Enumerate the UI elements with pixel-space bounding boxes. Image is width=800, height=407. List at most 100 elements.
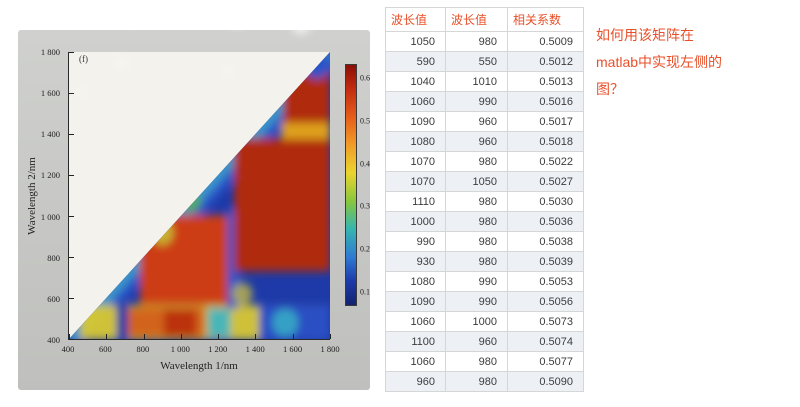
- y-tick-label: 600: [47, 293, 60, 304]
- y-tick-mark: [69, 52, 74, 53]
- coefficient-cell: 0.5016: [507, 91, 584, 112]
- y-tick-label: 1 600: [40, 88, 60, 99]
- wavelength-1-cell: 1070: [385, 171, 446, 192]
- wavelength-2-cell: 990: [445, 291, 508, 312]
- coefficient-cell: 0.5056: [507, 291, 584, 312]
- panel-label: (f): [79, 54, 88, 64]
- table-row: 1080 960 0.5018: [385, 131, 584, 152]
- wavelength-1-cell: 960: [385, 371, 446, 392]
- y-tick-mark: [69, 298, 74, 299]
- y-tick-mark: [69, 175, 74, 176]
- table-row: 1070 1050 0.5027: [385, 171, 584, 192]
- table-row: 990 980 0.5038: [385, 231, 584, 252]
- table-row: 1080 990 0.5053: [385, 271, 584, 292]
- y-tick-mark: [69, 257, 74, 258]
- x-tick-label: 1 800: [320, 344, 340, 354]
- question-line: 如何用该矩阵在: [596, 27, 694, 43]
- col-header-wavelength-1: 波长值: [385, 7, 446, 32]
- coefficient-cell: 0.5077: [507, 351, 584, 372]
- table-row: 1060 1000 0.5073: [385, 311, 584, 332]
- glare-spot: [228, 12, 245, 25]
- coefficient-cell: 0.5073: [507, 311, 584, 332]
- coefficient-cell: 0.5030: [507, 191, 584, 212]
- wavelength-2-cell: 980: [445, 231, 508, 252]
- correlation-table-body: 1050 980 0.5009 590 550 0.5012 1040 1010 0.5013 1…: [385, 31, 584, 392]
- y-tick-labels: 1 800 1 600 1 400 1 200 1 000 800 600 400: [20, 47, 64, 345]
- correlation-table: 波长值 波长值 相关系数 1050 980 0.5009 590 550 0.5012 10…: [385, 7, 584, 392]
- y-tick-label: 1 800: [40, 47, 60, 57]
- table-row: 1050 980 0.5009: [385, 31, 584, 52]
- wavelength-1-cell: 1000: [385, 211, 446, 232]
- plot-area: (f): [68, 52, 331, 340]
- wavelength-2-cell: 980: [445, 371, 508, 392]
- question-line: 图？: [596, 81, 624, 97]
- x-tick-labels: 400 600 800 1 000 1 200 1 400 1 600 1 800: [62, 344, 340, 356]
- wavelength-2-cell: 980: [445, 211, 508, 232]
- x-tick-mark: [218, 334, 220, 339]
- y-tick-label: 1 000: [40, 211, 60, 222]
- wavelength-1-cell: 1080: [385, 131, 446, 152]
- question-text: 如何用该矩阵在 matlab中实现左侧的 图？: [596, 22, 796, 103]
- x-tick-mark: [255, 334, 257, 339]
- wavelength-1-cell: 1080: [385, 271, 446, 292]
- table-row: 1060 980 0.5077: [385, 351, 584, 372]
- y-tick-mark: [69, 339, 74, 340]
- coefficient-cell: 0.5012: [507, 51, 584, 72]
- x-tick-label: 600: [99, 344, 112, 354]
- colorbar-tick-label: 0.4: [360, 159, 370, 169]
- glare-spot: [120, 8, 140, 22]
- x-tick-label: 1 600: [283, 344, 303, 354]
- colorbar-tick-label: 0.2: [360, 244, 370, 254]
- colorbar: [345, 64, 357, 306]
- y-tick-label: 1 200: [40, 170, 60, 181]
- wavelength-2-cell: 960: [445, 111, 508, 132]
- wavelength-1-cell: 1040: [385, 71, 446, 92]
- x-tick-mark: [292, 334, 294, 339]
- coefficient-cell: 0.5013: [507, 71, 584, 92]
- table-row: 960 980 0.5090: [385, 371, 584, 392]
- table-row: 1090 960 0.5017: [385, 111, 584, 132]
- wavelength-1-cell: 1060: [385, 91, 446, 112]
- wavelength-1-cell: 1100: [385, 331, 446, 352]
- coefficient-cell: 0.5090: [507, 371, 584, 392]
- x-tick-label: 1 000: [170, 344, 190, 354]
- table-row: 1090 990 0.5056: [385, 291, 584, 312]
- table-row: 1070 980 0.5022: [385, 151, 584, 172]
- x-axis-label: Wavelength 1/nm: [160, 360, 238, 372]
- coefficient-cell: 0.5009: [507, 31, 584, 52]
- wavelength-1-cell: 1060: [385, 351, 446, 372]
- wavelength-1-cell: 990: [385, 231, 446, 252]
- coefficient-cell: 0.5038: [507, 231, 584, 252]
- colorbar-tick-label: 0.1: [360, 287, 370, 297]
- y-tick-mark: [69, 216, 74, 217]
- table-row: 1100 960 0.5074: [385, 331, 584, 352]
- x-tick-mark: [330, 334, 331, 339]
- wavelength-2-cell: 980: [445, 251, 508, 272]
- wavelength-2-cell: 980: [445, 351, 508, 372]
- coefficient-cell: 0.5017: [507, 111, 584, 132]
- coefficient-cell: 0.5022: [507, 151, 584, 172]
- wavelength-1-cell: 590: [385, 51, 446, 72]
- wavelength-2-cell: 1050: [445, 171, 508, 192]
- x-tick-label: 800: [136, 344, 150, 354]
- wavelength-2-cell: 1000: [445, 311, 508, 332]
- y-tick-label: 1 400: [40, 129, 60, 140]
- coefficient-cell: 0.5039: [507, 251, 584, 272]
- wavelength-2-cell: 550: [445, 51, 508, 72]
- wavelength-1-cell: 1090: [385, 111, 446, 132]
- table-row: 1060 990 0.5016: [385, 91, 584, 112]
- chart-photo: (f) 1 800 1 600 1 400 1 200 1 000 800 600 400 4…: [18, 30, 370, 390]
- x-tick-label: 1 400: [245, 344, 265, 354]
- colorbar-tick-label: 0.5: [360, 116, 370, 126]
- table-row: 1040 1010 0.5013: [385, 71, 584, 92]
- wavelength-2-cell: 990: [445, 271, 508, 292]
- wavelength-1-cell: 1110: [385, 191, 446, 212]
- y-tick-label: 800: [47, 252, 60, 263]
- wavelength-2-cell: 960: [445, 131, 508, 152]
- wavelength-1-cell: 930: [385, 251, 446, 272]
- x-tick-label: 400: [61, 344, 75, 354]
- wavelength-2-cell: 980: [445, 151, 508, 172]
- question-line: matlab中实现左侧的: [596, 54, 723, 70]
- wavelength-2-cell: 960: [445, 331, 508, 352]
